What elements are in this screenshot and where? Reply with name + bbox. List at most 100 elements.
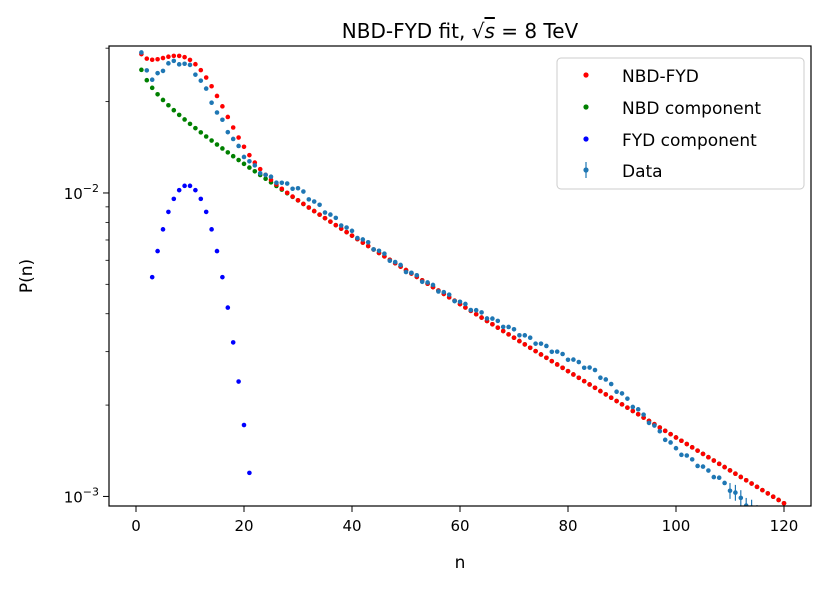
nbd-fyd-point	[560, 365, 565, 371]
nbd-fyd-point	[295, 197, 301, 203]
legend: NBD-FYD NBD component FYD component Data	[556, 57, 805, 190]
nbd-fyd-point	[187, 57, 193, 63]
data-point	[360, 237, 366, 242]
nbd-fyd-point	[716, 461, 722, 467]
nbd-fyd-point	[549, 358, 555, 364]
nbd-fyd-point	[760, 487, 765, 493]
data-point	[193, 72, 198, 77]
data-point	[160, 68, 166, 74]
chart-title-sqrt: √	[472, 19, 485, 43]
nbd-fyd-point	[365, 243, 371, 249]
data-point	[328, 212, 333, 217]
nbd-fyd-point	[614, 398, 619, 404]
data-point	[490, 316, 495, 321]
nbd-fyd-point	[155, 56, 160, 62]
data-point	[425, 280, 430, 285]
data-point	[614, 389, 619, 394]
nbd-fyd-point	[344, 229, 349, 235]
nbd-fyd-point	[473, 311, 479, 317]
data-point	[463, 301, 468, 307]
fyd-point	[171, 196, 177, 202]
fyd-point	[160, 227, 166, 232]
legend-marker-data	[583, 167, 589, 173]
nbd-fyd-point	[625, 405, 630, 410]
nbd-fyd-point	[328, 219, 333, 224]
nbd-point	[166, 102, 171, 108]
fyd-point	[236, 379, 241, 384]
nbd-point	[203, 134, 209, 139]
nbd-fyd-point	[711, 458, 717, 463]
nbd-fyd-point	[554, 362, 560, 367]
nbd-fyd-point	[209, 83, 214, 89]
nbd-fyd-point	[522, 342, 528, 347]
nbd-point	[230, 153, 236, 159]
data-point	[517, 332, 522, 338]
legend-item-nbd-component: NBD component	[583, 99, 761, 119]
nbd-fyd-point	[657, 425, 663, 430]
data-point	[144, 68, 150, 73]
data-point	[468, 307, 474, 313]
data-point	[571, 357, 576, 362]
fyd-point	[230, 340, 236, 345]
data-point	[652, 423, 657, 428]
data-point	[673, 445, 679, 451]
nbd-fyd-point	[684, 441, 690, 447]
nbd-fyd-point	[284, 190, 290, 196]
fyd-point	[241, 422, 247, 428]
nbd-fyd-point	[506, 332, 511, 337]
nbd-fyd-point	[171, 53, 177, 59]
nbd-fyd-point	[695, 448, 700, 453]
nbd-point	[171, 107, 177, 113]
data-point	[403, 269, 409, 275]
nbd-fyd-point	[533, 348, 538, 354]
nbd-fyd-point	[268, 177, 274, 183]
data-point	[257, 170, 263, 176]
nbd-fyd-point	[257, 166, 263, 172]
data-point	[544, 343, 549, 349]
nbd-fyd-point	[587, 382, 592, 387]
nbd-fyd-point	[511, 335, 517, 341]
fyd-point	[203, 209, 209, 215]
data-point	[527, 335, 533, 341]
data-point	[166, 61, 171, 66]
nbd-fyd-point	[592, 385, 598, 391]
x-axis-label: n	[455, 553, 466, 573]
nbd-fyd-point	[630, 408, 636, 414]
data-point	[495, 318, 501, 324]
data-point	[284, 181, 290, 186]
data-point	[430, 282, 436, 288]
fyd-point	[209, 227, 214, 232]
data-point	[506, 324, 511, 330]
nbd-fyd-point	[743, 477, 749, 483]
fyd-point	[225, 305, 231, 310]
x-tick-label: 40	[342, 517, 361, 535]
nbd-fyd-point	[738, 474, 744, 480]
nbd-fyd-point	[236, 135, 241, 140]
data-point	[187, 62, 193, 68]
nbd-fyd-point	[193, 61, 198, 67]
nbd-point	[144, 77, 150, 83]
data-point	[689, 457, 695, 462]
chart-title-prefix: NBD-FYD fit,	[342, 19, 472, 43]
data-point	[679, 452, 684, 458]
data-point	[716, 475, 722, 481]
legend-item-data: Data	[583, 162, 663, 182]
nbd-fyd-point	[749, 481, 754, 486]
legend-marker-nbd-component	[583, 104, 589, 110]
data-point	[581, 365, 587, 371]
data-point	[706, 468, 711, 473]
nbd-fyd-point	[495, 325, 501, 330]
data-point	[171, 58, 177, 64]
x-tick-label: 100	[662, 517, 691, 535]
nbd-fyd-point	[662, 428, 668, 434]
data-point	[311, 199, 317, 204]
nbd-fyd-point	[619, 402, 625, 407]
data-point	[306, 197, 312, 202]
nbd-fyd-point	[765, 491, 771, 496]
nbd-fyd-point	[333, 222, 339, 228]
data-point	[338, 223, 344, 228]
data-point	[446, 292, 452, 297]
nbd-fyd-point	[770, 494, 776, 499]
nbd-fyd-point	[500, 328, 506, 334]
